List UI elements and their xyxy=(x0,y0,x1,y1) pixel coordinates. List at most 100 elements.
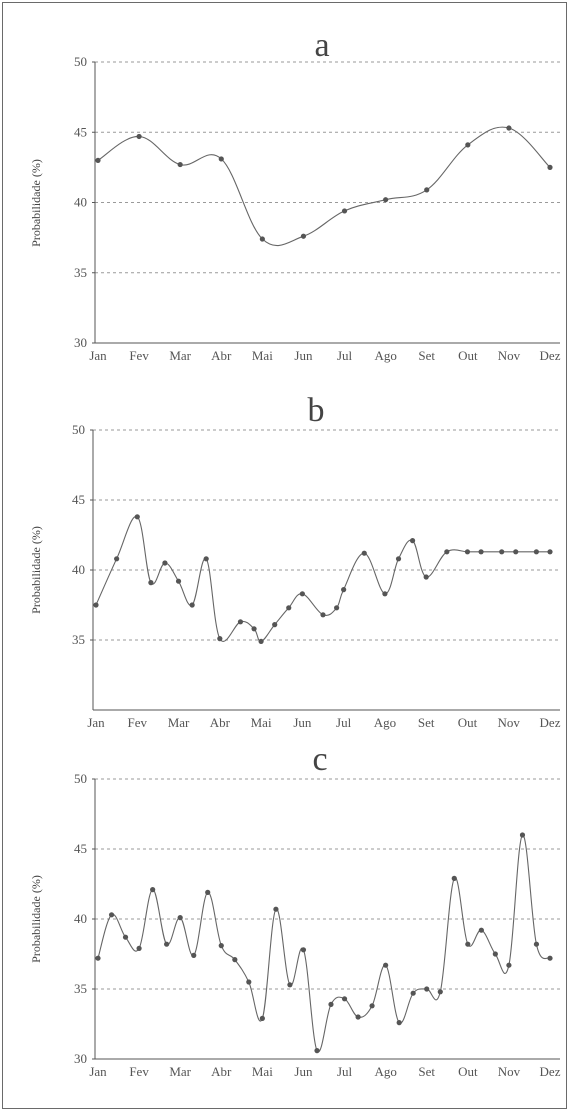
chart-b-point-22 xyxy=(423,574,429,580)
chart-c-point-13 xyxy=(273,906,279,912)
chart-c-point-1 xyxy=(108,912,115,918)
chart-c-point-22 xyxy=(396,1020,402,1026)
chart-b-ytick-label-45: 45 xyxy=(72,492,85,507)
chart-b-ytick-label-40: 40 xyxy=(72,562,85,577)
chart-b-point-6 xyxy=(189,602,195,608)
chart-a-point-5 xyxy=(300,233,307,239)
chart-c-point-28 xyxy=(478,927,484,933)
chart-c-xtick-label-out: Out xyxy=(458,1064,478,1079)
chart-c-point-11 xyxy=(246,979,252,985)
chart-c-point-4 xyxy=(150,887,156,893)
chart-a-xtick-label-jun: Jun xyxy=(294,348,313,363)
chart-b-point-25 xyxy=(478,549,484,555)
chart-b-xtick-label-nov: Nov xyxy=(498,715,521,730)
chart-c-point-17 xyxy=(328,1001,334,1008)
chart-c-point-27 xyxy=(465,941,471,947)
chart-c-ytick-label-40: 40 xyxy=(74,911,87,926)
chart-c-point-9 xyxy=(218,943,224,949)
chart-a-ytick-label-35: 35 xyxy=(74,265,87,280)
chart-c-ytick-label-35: 35 xyxy=(74,981,87,996)
chart-c-point-14 xyxy=(287,982,293,988)
chart-c-point-32 xyxy=(533,941,540,947)
chart-a-point-6 xyxy=(341,208,348,214)
chart-a-xtick-label-dez: Dez xyxy=(540,348,561,363)
chart-b-point-8 xyxy=(217,636,223,642)
chart-c-point-21 xyxy=(383,962,389,968)
chart-b-point-15 xyxy=(320,612,326,618)
chart-c-point-23 xyxy=(410,990,416,996)
chart-c-ytick-label-50: 50 xyxy=(74,771,87,786)
chart-c-point-2 xyxy=(122,934,129,940)
chart-c-point-26 xyxy=(451,875,457,882)
chart-b-point-26 xyxy=(499,549,505,555)
chart-b-point-3 xyxy=(148,580,154,586)
chart-c-xtick-label-jun: Jun xyxy=(294,1064,313,1079)
chart-c-point-30 xyxy=(506,962,512,968)
chart-a-point-7 xyxy=(383,197,389,203)
chart-a-title: a xyxy=(314,27,329,64)
chart-c-title: c xyxy=(312,741,327,778)
chart-c-point-10 xyxy=(232,957,238,963)
chart-a-ylabel: Probabilidade (%) xyxy=(29,159,43,247)
chart-a-xtick-label-mai: Mai xyxy=(252,348,273,363)
chart-c-xtick-label-jan: Jan xyxy=(89,1064,107,1079)
chart-c-point-19 xyxy=(355,1014,361,1020)
chart-a-xtick-label-jul: Jul xyxy=(337,348,353,363)
chart-b-point-4 xyxy=(162,560,168,566)
chart-b-point-23 xyxy=(444,549,450,555)
chart-c-point-12 xyxy=(259,1015,265,1022)
chart-b-xtick-label-jan: Jan xyxy=(87,715,105,730)
chart-a-point-1 xyxy=(136,133,142,140)
chart-b-point-29 xyxy=(547,549,553,555)
chart-c-point-0 xyxy=(95,955,101,961)
chart-b-point-18 xyxy=(361,550,367,556)
chart-b-point-0 xyxy=(93,602,99,608)
chart-c-xtick-label-set: Set xyxy=(418,1064,435,1079)
chart-a-ytick-label-45: 45 xyxy=(74,124,87,139)
chart-c-point-5 xyxy=(164,941,170,947)
chart-b-xtick-label-jul: Jul xyxy=(336,715,352,730)
chart-b-point-20 xyxy=(395,556,402,562)
chart-b-xtick-label-abr: Abr xyxy=(210,715,231,730)
chart-c-xtick-label-fev: Fev xyxy=(129,1064,149,1079)
chart-b-ylabel: Probabilidade (%) xyxy=(29,526,43,614)
chart-c-point-25 xyxy=(437,989,443,995)
chart-c-xtick-label-mai: Mai xyxy=(252,1064,273,1079)
chart-c-point-15 xyxy=(300,947,307,953)
chart-a-point-10 xyxy=(506,125,512,131)
chart-b-point-12 xyxy=(272,622,278,628)
chart-b-point-2 xyxy=(134,514,140,520)
chart-c-point-3 xyxy=(136,945,142,952)
chart-c-point-16 xyxy=(314,1048,320,1054)
chart-a-series-line xyxy=(97,126,551,247)
chart-c-point-33 xyxy=(547,955,553,961)
chart-b-point-24 xyxy=(464,549,471,555)
chart-b-point-27 xyxy=(513,549,519,555)
chart-a-point-11 xyxy=(547,164,553,170)
chart-c-point-31 xyxy=(519,832,526,838)
chart-c-point-29 xyxy=(492,951,498,957)
chart-a-xtick-label-jan: Jan xyxy=(89,348,107,363)
chart-b-point-7 xyxy=(203,556,209,562)
chart-a-point-4 xyxy=(259,236,265,242)
chart-a-point-0 xyxy=(95,157,101,163)
chart-b-xtick-label-ago: Ago xyxy=(374,715,396,730)
chart-b-point-1 xyxy=(114,556,120,562)
chart-a-xtick-label-nov: Nov xyxy=(498,348,521,363)
chart-b-xtick-label-jun: Jun xyxy=(293,715,312,730)
chart-b-ytick-label-50: 50 xyxy=(72,422,85,437)
chart-a-xtick-label-set: Set xyxy=(418,348,435,363)
chart-a-point-8 xyxy=(424,187,430,193)
chart-c-ylabel: Probabilidade (%) xyxy=(29,875,43,963)
chart-b-xtick-label-out: Out xyxy=(458,715,478,730)
chart-b-xtick-label-dez: Dez xyxy=(540,715,561,730)
chart-c-point-7 xyxy=(191,952,197,959)
chart-b-xtick-label-fev: Fev xyxy=(128,715,148,730)
chart-a-point-3 xyxy=(218,156,224,162)
chart-b-xtick-label-mar: Mar xyxy=(168,715,190,730)
chart-a-xtick-label-ago: Ago xyxy=(374,348,396,363)
chart-c-point-24 xyxy=(424,986,430,992)
chart-a-xtick-label-fev: Fev xyxy=(129,348,149,363)
